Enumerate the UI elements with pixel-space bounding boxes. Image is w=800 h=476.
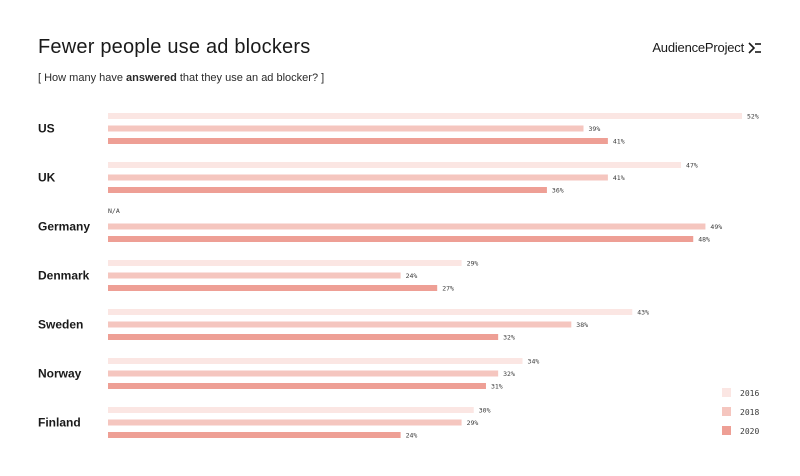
country-label-germany: Germany xyxy=(38,220,90,234)
bar-sweden-2018 xyxy=(108,321,572,328)
bar-us-2016 xyxy=(108,113,742,119)
value-label-uk-2016: 47% xyxy=(686,162,698,170)
chevron-lines-icon xyxy=(748,41,762,54)
value-label-denmark-2020: 27% xyxy=(442,285,454,293)
brand-name: AudienceProject xyxy=(652,40,744,55)
subtitle-bold: answered xyxy=(126,72,177,84)
value-label-germany-2020: 48% xyxy=(698,236,710,244)
legend-swatch-2018 xyxy=(722,407,731,416)
bar-sweden-2016 xyxy=(108,309,633,315)
legend-swatch-2016 xyxy=(722,388,731,397)
bar-us-2020 xyxy=(108,138,608,144)
brand-logo: AudienceProject xyxy=(652,40,762,55)
legend-swatch-2020 xyxy=(722,426,731,435)
bar-denmark-2018 xyxy=(108,272,401,279)
value-label-finland-2016: 30% xyxy=(479,407,491,415)
value-label-finland-2018: 29% xyxy=(467,419,479,427)
value-label-us-2016: 52% xyxy=(747,113,759,121)
value-label-sweden-2018: 38% xyxy=(576,321,588,329)
country-label-denmark: Denmark xyxy=(38,269,90,283)
subtitle-close: that they use an ad blocker? ] xyxy=(176,72,325,84)
bar-finland-2018 xyxy=(108,419,462,426)
value-label-germany-2018: 49% xyxy=(710,223,722,231)
value-label-us-2018: 39% xyxy=(589,125,601,133)
value-label-uk-2018: 41% xyxy=(613,174,625,182)
legend-label-2020: 2020 xyxy=(740,427,759,436)
country-label-uk: UK xyxy=(38,171,56,185)
bar-uk-2018 xyxy=(108,174,608,181)
bar-denmark-2020 xyxy=(108,285,438,291)
bar-finland-2016 xyxy=(108,407,474,413)
value-label-norway-2016: 34% xyxy=(528,358,540,366)
value-label-norway-2018: 32% xyxy=(503,370,515,378)
bar-finland-2020 xyxy=(108,432,401,438)
chart-subtitle: [ How many have answered that they use a… xyxy=(38,72,324,84)
subtitle-open: [ How many have xyxy=(38,72,127,84)
value-label-us-2020: 41% xyxy=(613,138,625,146)
country-label-norway: Norway xyxy=(38,367,82,381)
value-label-sweden-2020: 32% xyxy=(503,334,515,342)
value-label-germany-2016: N/A xyxy=(108,207,120,215)
value-label-uk-2020: 36% xyxy=(552,187,564,195)
page-title: Fewer people use ad blockers xyxy=(38,36,311,58)
bar-germany-2020 xyxy=(108,236,694,242)
value-label-finland-2020: 24% xyxy=(406,432,418,440)
legend-label-2016: 2016 xyxy=(740,389,759,398)
value-label-norway-2020: 31% xyxy=(491,383,503,391)
value-label-denmark-2016: 29% xyxy=(467,260,479,268)
bar-us-2018 xyxy=(108,125,584,132)
bar-norway-2018 xyxy=(108,370,499,377)
bar-uk-2016 xyxy=(108,162,682,168)
country-label-finland: Finland xyxy=(38,416,81,430)
bar-germany-2018 xyxy=(108,223,706,230)
bar-sweden-2020 xyxy=(108,334,499,340)
bar-uk-2020 xyxy=(108,187,547,193)
value-label-denmark-2018: 24% xyxy=(406,272,418,280)
country-label-us: US xyxy=(38,122,55,136)
bar-norway-2016 xyxy=(108,358,523,364)
legend-label-2018: 2018 xyxy=(740,408,759,417)
bar-norway-2020 xyxy=(108,383,486,389)
country-label-sweden: Sweden xyxy=(38,318,83,332)
value-label-sweden-2016: 43% xyxy=(637,309,649,317)
bar-denmark-2016 xyxy=(108,260,462,266)
